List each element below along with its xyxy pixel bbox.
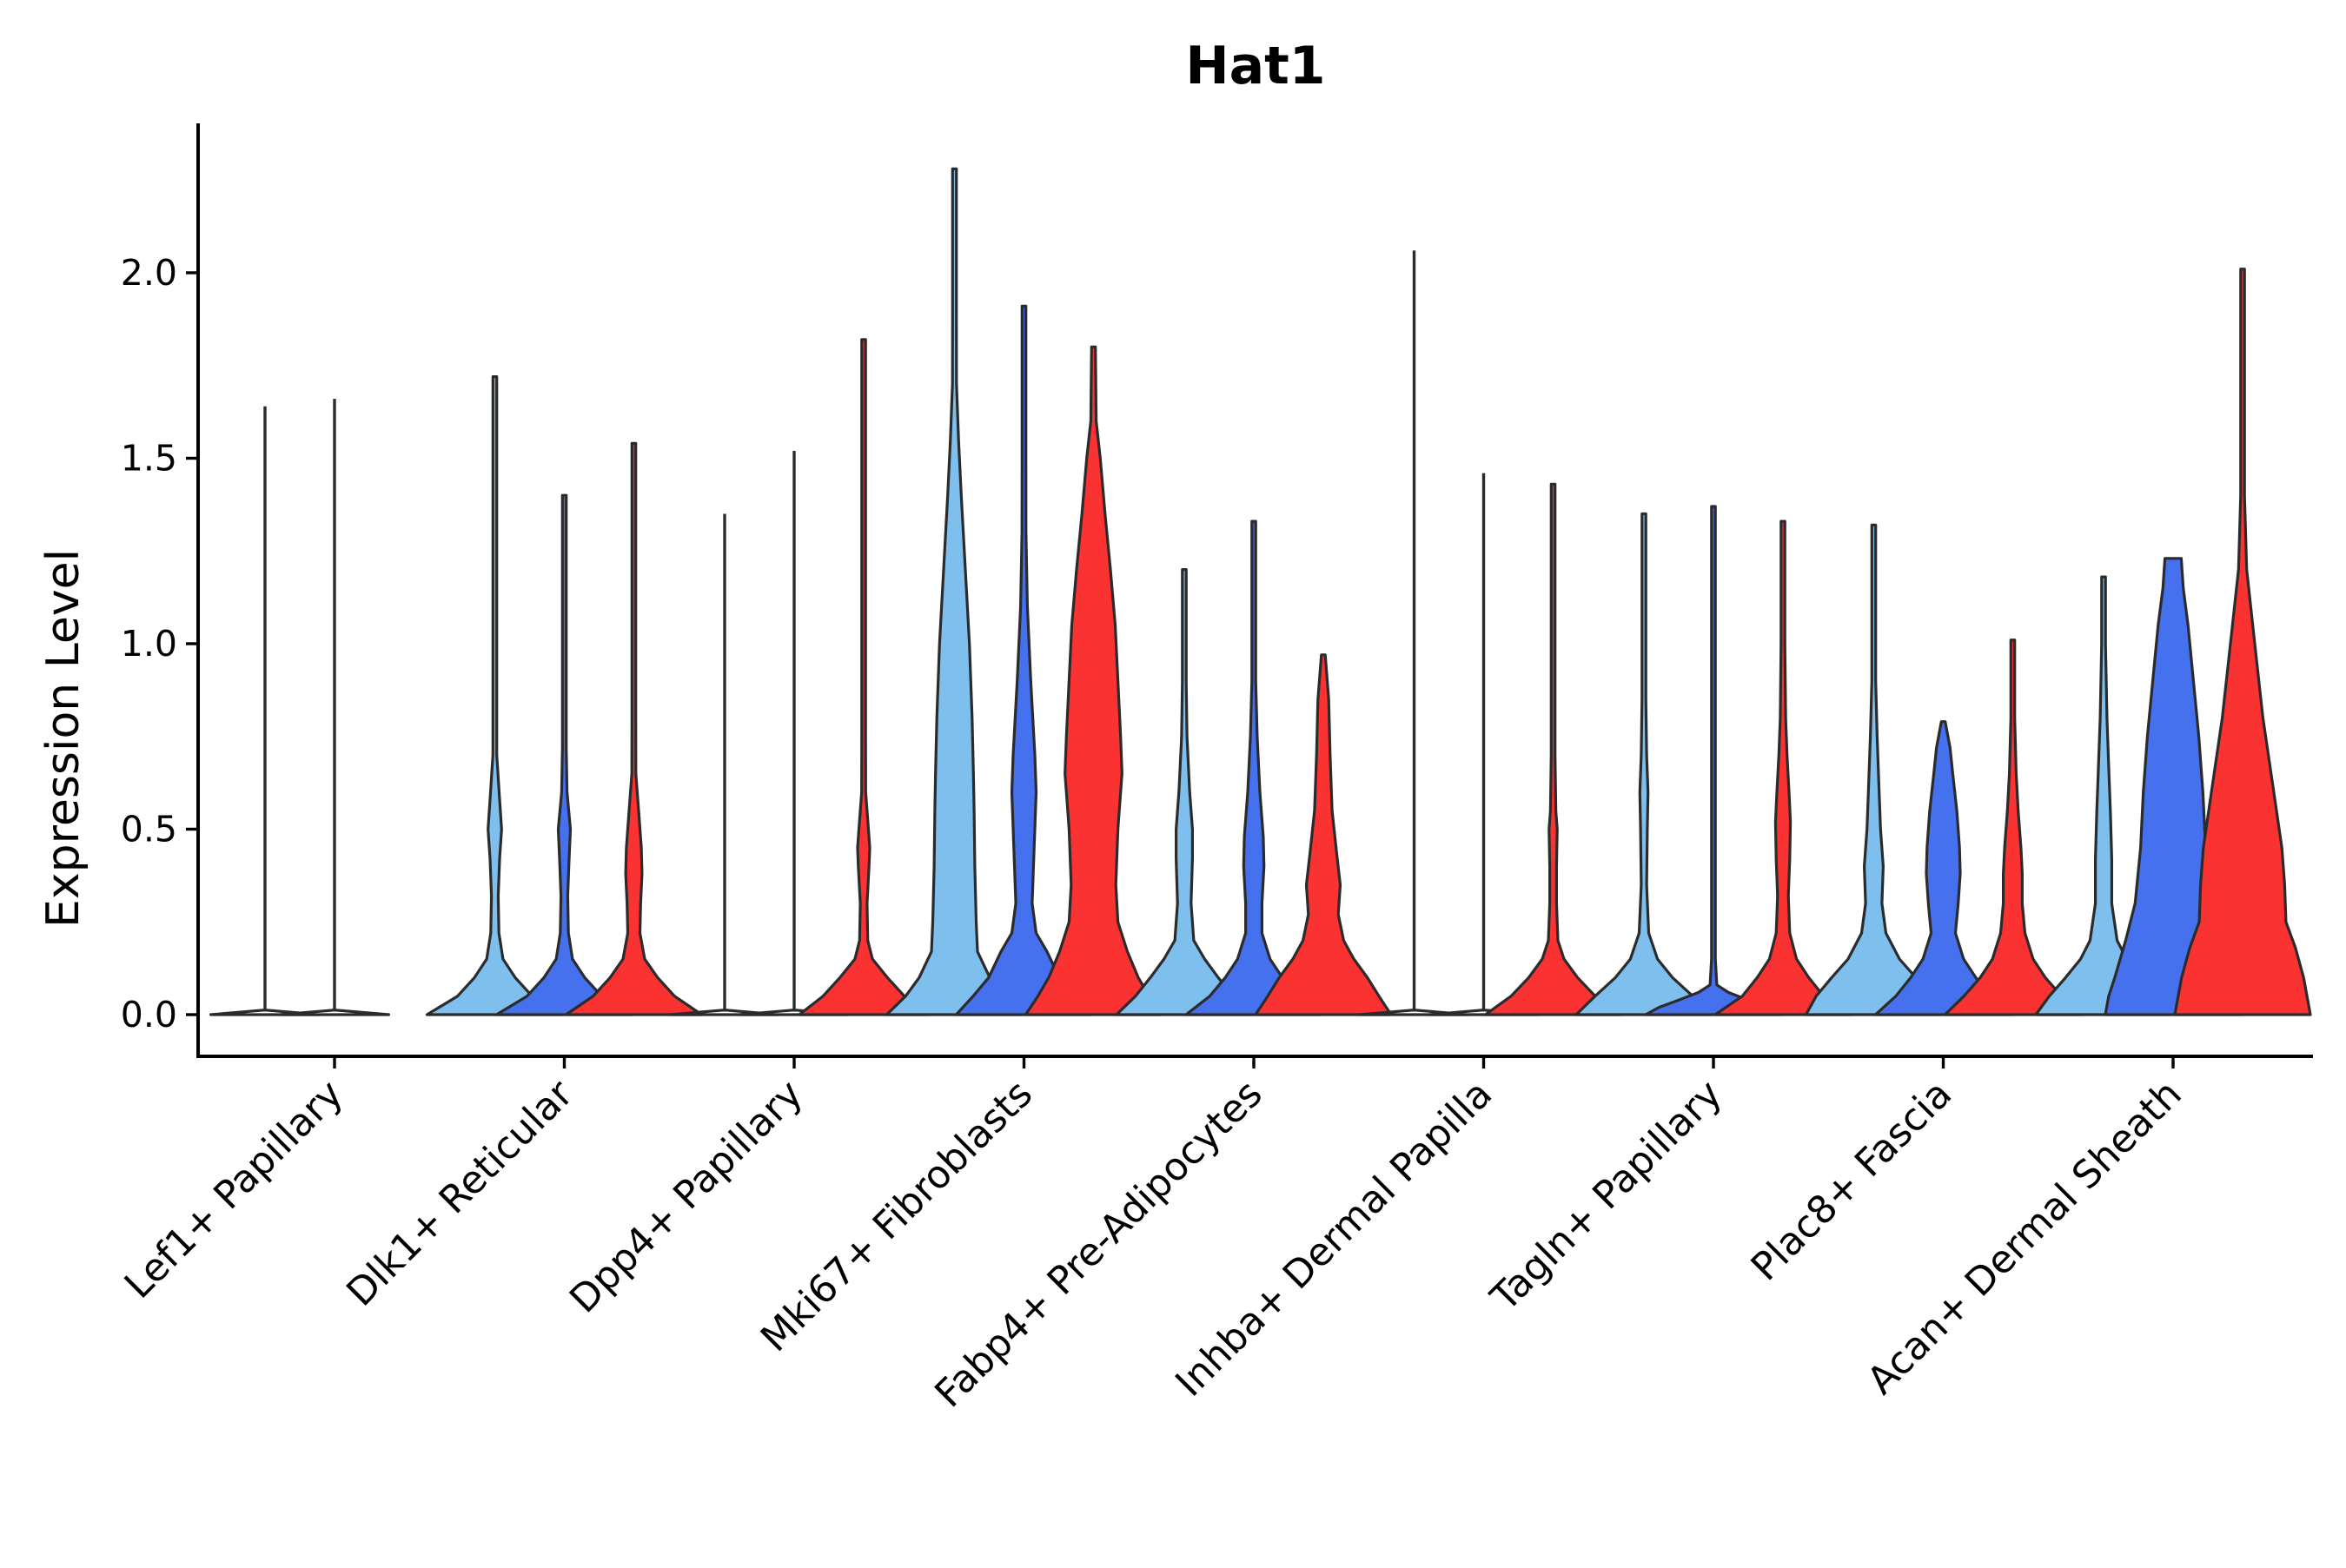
violin-group-1-6 bbox=[1358, 250, 1470, 1016]
violin-group-3-9 bbox=[2173, 268, 2312, 1016]
violins-layer bbox=[209, 167, 2312, 1016]
y-tick-label: 2.0 bbox=[121, 252, 177, 294]
violin-group-3-5 bbox=[1254, 653, 1393, 1016]
violin-group-3-4 bbox=[1024, 345, 1163, 1016]
violin-body bbox=[885, 167, 1024, 1016]
violin-body bbox=[2173, 268, 2312, 1016]
violin-group-1-4 bbox=[885, 167, 1024, 1016]
y-axis-title: Expression Level bbox=[37, 549, 89, 928]
y-tick-label: 1.5 bbox=[121, 438, 177, 480]
violin-body bbox=[1483, 482, 1623, 1016]
violin-body bbox=[1115, 568, 1254, 1016]
violin-group-1-7 bbox=[1574, 512, 1713, 1016]
violin-body bbox=[1804, 523, 1944, 1016]
violin-body bbox=[564, 441, 704, 1016]
violin-group-1-1 bbox=[209, 406, 321, 1016]
violin-body bbox=[1713, 519, 1852, 1016]
violin-body bbox=[1943, 638, 2083, 1016]
violin-group-1-2 bbox=[425, 375, 565, 1016]
y-tick-label: 1.0 bbox=[121, 623, 177, 665]
violin-group-3-3 bbox=[798, 338, 930, 1016]
violin-group-1-3 bbox=[669, 513, 780, 1016]
violin-body bbox=[1254, 653, 1393, 1016]
violin-group-2-7 bbox=[1644, 505, 1783, 1016]
violin-body bbox=[1574, 512, 1713, 1016]
violin-group-1-8 bbox=[1804, 523, 1944, 1016]
violin-group-2-3 bbox=[739, 450, 850, 1016]
y-tick-label: 0.0 bbox=[121, 994, 177, 1035]
violin-group-1-5 bbox=[1115, 568, 1254, 1016]
x-tick-label: Dlk1+ Reticular bbox=[338, 1071, 582, 1315]
violin-body bbox=[494, 493, 634, 1016]
x-tick-label: Plac8+ Fascia bbox=[1743, 1072, 1961, 1290]
x-tick-label: Dpp4+ Papillary bbox=[561, 1072, 812, 1322]
violin-body bbox=[1873, 720, 2013, 1016]
violin-body bbox=[798, 338, 930, 1016]
violin-group-2-6 bbox=[1428, 473, 1540, 1016]
violin-group-2-5 bbox=[1184, 519, 1323, 1016]
violin-group-3-8 bbox=[1943, 638, 2083, 1016]
violin-body bbox=[1644, 505, 1783, 1016]
violin-group-2-4 bbox=[954, 304, 1094, 1016]
violin-group-2-1 bbox=[279, 399, 390, 1016]
violin-body bbox=[1184, 519, 1323, 1016]
chart-title: Hat1 bbox=[1185, 36, 1325, 96]
violin-group-2-2 bbox=[494, 493, 634, 1016]
violin-body bbox=[954, 304, 1094, 1016]
violin-body bbox=[425, 375, 565, 1016]
violin-body bbox=[279, 1009, 390, 1016]
violin-group-2-8 bbox=[1873, 720, 2013, 1016]
y-tick-label: 0.5 bbox=[121, 809, 177, 850]
x-tick-label: Lef1+ Papillary bbox=[116, 1072, 352, 1307]
violin-group-3-7 bbox=[1713, 519, 1852, 1016]
violin-group-3-2 bbox=[564, 441, 704, 1016]
violin-group-3-6 bbox=[1483, 482, 1623, 1016]
violin-body bbox=[1024, 345, 1163, 1016]
x-tick-label: Tagln+ Papillary bbox=[1482, 1072, 1731, 1320]
